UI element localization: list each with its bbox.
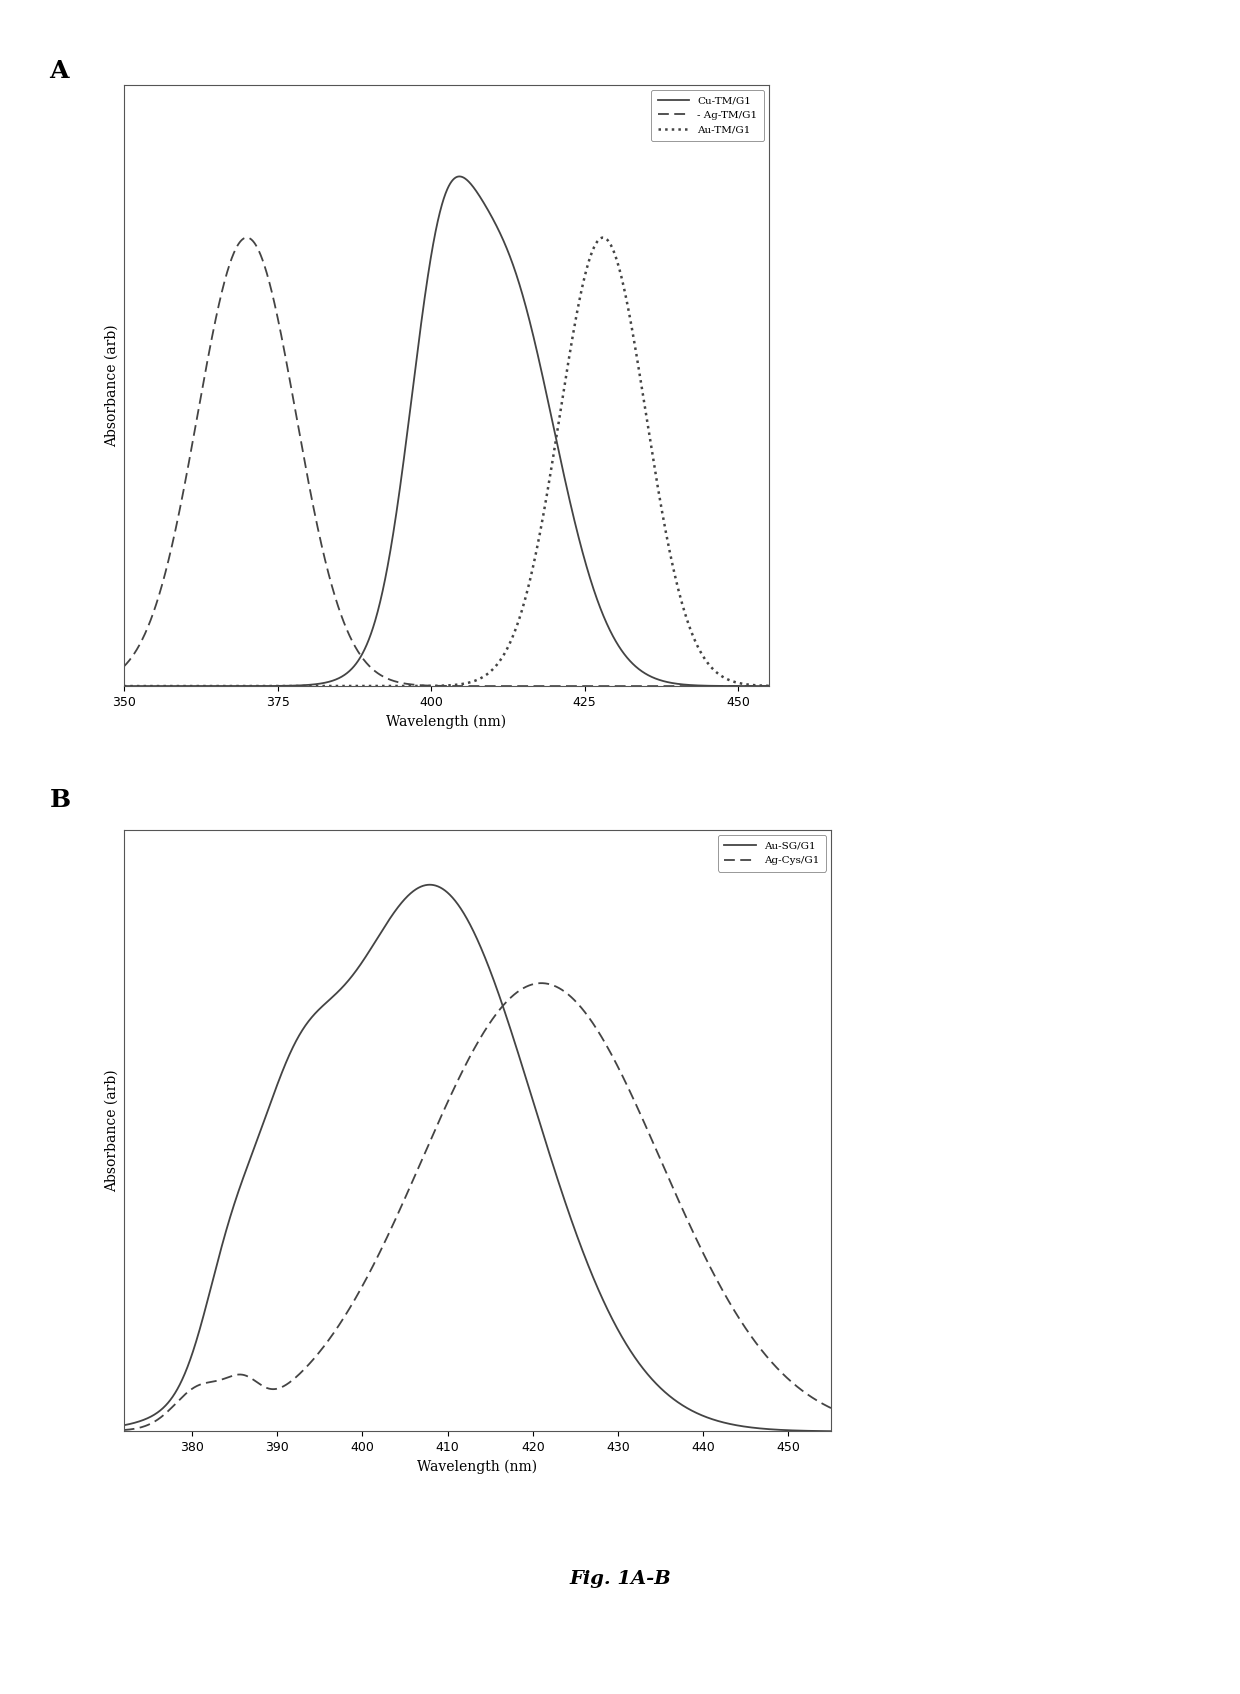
Au-TM/G1 — [771, 676, 786, 696]
Au-TM/G1 — [86, 676, 100, 696]
Y-axis label: Absorbance (arb): Absorbance (arb) — [104, 324, 119, 447]
Ag-Cys/G1 — [699, 1252, 714, 1272]
Cu-TM/G1 — [429, 215, 444, 235]
Text: A: A — [50, 59, 69, 83]
X-axis label: Wavelength (nm): Wavelength (nm) — [418, 1460, 537, 1474]
Ag-Cys/G1 — [866, 1413, 880, 1433]
Ag-Cys/G1 — [843, 1406, 858, 1426]
Legend: Cu-TM/G1, - Ag-TM/G1, Au-TM/G1: Cu-TM/G1, - Ag-TM/G1, Au-TM/G1 — [651, 90, 764, 141]
Au-SG/G1 — [866, 1421, 880, 1442]
Au-TM/G1 — [410, 676, 425, 696]
Au-SG/G1 — [123, 1414, 138, 1435]
Ag-Cys/G1 — [534, 972, 549, 993]
Text: B: B — [50, 788, 71, 811]
Cu-TM/G1 — [451, 166, 466, 186]
Cu-TM/G1 — [410, 337, 425, 357]
Ag-Cys/G1 — [464, 1045, 479, 1066]
Au-TM/G1 — [792, 676, 807, 696]
Legend: Au-SG/G1, Ag-Cys/G1: Au-SG/G1, Ag-Cys/G1 — [718, 835, 826, 871]
Ag-Cys/G1 — [83, 1421, 98, 1442]
X-axis label: Wavelength (nm): Wavelength (nm) — [387, 715, 506, 728]
Ag-Cys/G1 — [443, 1086, 458, 1106]
Au-SG/G1 — [83, 1420, 98, 1440]
Cu-TM/G1 — [771, 676, 786, 696]
Au-TM/G1 — [773, 676, 787, 696]
- Ag-TM/G1 — [773, 676, 787, 696]
- Ag-TM/G1 — [410, 674, 425, 695]
Line: - Ag-TM/G1: - Ag-TM/G1 — [93, 237, 800, 686]
Cu-TM/G1 — [122, 676, 136, 696]
Ag-Cys/G1 — [123, 1420, 138, 1440]
Au-SG/G1 — [843, 1421, 858, 1442]
- Ag-TM/G1 — [642, 676, 657, 696]
Cu-TM/G1 — [773, 676, 787, 696]
- Ag-TM/G1 — [239, 227, 254, 247]
Cu-TM/G1 — [86, 676, 100, 696]
Au-SG/G1 — [464, 916, 479, 937]
Au-SG/G1 — [699, 1408, 714, 1428]
- Ag-TM/G1 — [792, 676, 807, 696]
Line: Cu-TM/G1: Cu-TM/G1 — [93, 176, 800, 686]
Au-TM/G1 — [122, 676, 136, 696]
Au-SG/G1 — [443, 886, 458, 906]
- Ag-TM/G1 — [429, 676, 444, 696]
Au-TM/G1 — [429, 676, 444, 696]
Line: Au-SG/G1: Au-SG/G1 — [91, 884, 873, 1431]
Au-SG/G1 — [843, 1421, 858, 1442]
Text: Fig. 1A-B: Fig. 1A-B — [569, 1570, 671, 1587]
- Ag-TM/G1 — [771, 676, 786, 696]
Cu-TM/G1 — [792, 676, 807, 696]
Cu-TM/G1 — [642, 666, 657, 686]
Au-TM/G1 — [642, 427, 657, 447]
Line: Ag-Cys/G1: Ag-Cys/G1 — [91, 983, 873, 1431]
Line: Au-TM/G1: Au-TM/G1 — [93, 237, 800, 686]
Y-axis label: Absorbance (arb): Absorbance (arb) — [104, 1069, 119, 1193]
- Ag-TM/G1 — [122, 650, 136, 671]
Au-SG/G1 — [423, 874, 438, 894]
Au-TM/G1 — [595, 227, 610, 247]
Ag-Cys/G1 — [843, 1406, 858, 1426]
- Ag-TM/G1 — [86, 673, 100, 693]
